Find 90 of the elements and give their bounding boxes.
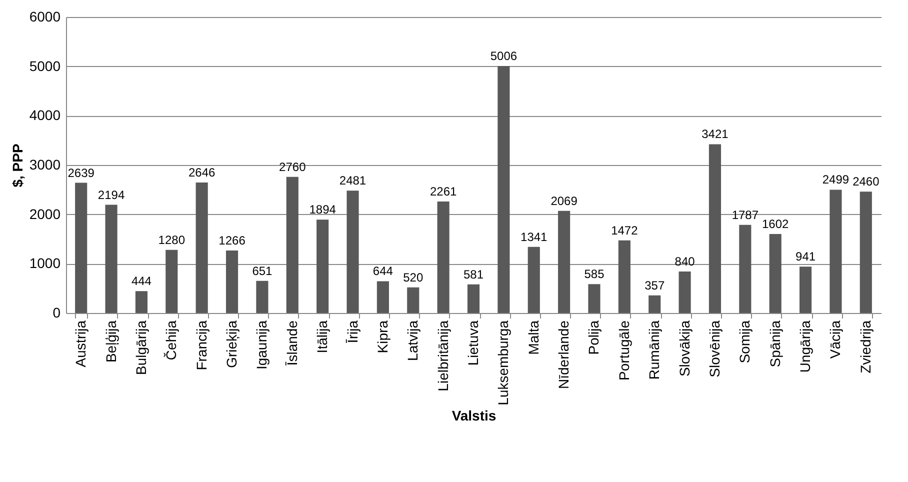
y-tick-label: 4000 xyxy=(29,107,61,124)
x-axis-title: Valstis xyxy=(452,407,496,424)
x-tick-label: Īslande xyxy=(284,320,300,366)
bar xyxy=(105,204,118,313)
data-label: 1266 xyxy=(218,234,246,248)
x-tick-label: Kipra xyxy=(374,320,390,354)
x-tick-label: Spānija xyxy=(766,320,783,368)
data-label: 2261 xyxy=(430,184,457,198)
data-label: 581 xyxy=(463,267,484,282)
x-tick-label: Igaunija xyxy=(254,320,270,370)
data-label: 1602 xyxy=(762,216,790,231)
x-tick-label: Lietuva xyxy=(465,320,481,366)
data-label: 2760 xyxy=(279,160,306,174)
y-tick-label: 6000 xyxy=(29,8,61,24)
y-tick-label: 2000 xyxy=(29,206,61,222)
x-tick-label: Rumānija xyxy=(646,320,662,380)
x-tick-label: Portugāle xyxy=(616,320,632,380)
x-tick-label: Čehija xyxy=(163,320,180,360)
x-tick-label: Francija xyxy=(193,320,210,370)
data-label: 1280 xyxy=(158,232,186,247)
bar xyxy=(407,287,420,313)
x-tick-label: Beļģija xyxy=(102,320,119,363)
bar xyxy=(588,284,600,313)
data-label: 2639 xyxy=(68,166,95,180)
x-tick-label: Ungārija xyxy=(797,320,814,373)
bar xyxy=(135,291,148,313)
bar xyxy=(346,190,359,313)
data-label: 585 xyxy=(584,267,605,282)
bar xyxy=(678,272,691,313)
data-label: 2646 xyxy=(188,165,216,180)
x-tick-label: Latvija xyxy=(404,320,421,361)
data-label: 1472 xyxy=(611,223,638,238)
x-tick-label: Vācija xyxy=(827,320,844,359)
bar xyxy=(467,284,480,313)
y-tick-label: 0 xyxy=(52,304,61,320)
x-tick-label: Somija xyxy=(736,320,753,364)
data-label: 520 xyxy=(403,270,424,284)
x-tick-label: Slovākija xyxy=(676,320,692,377)
bar xyxy=(316,220,329,313)
data-label: 651 xyxy=(252,264,273,278)
bar xyxy=(860,192,872,313)
x-tick-label: Grieķija xyxy=(224,320,240,368)
x-tick-label: Zviedrija xyxy=(857,320,874,374)
data-label: 1341 xyxy=(520,230,548,244)
data-label: 644 xyxy=(372,264,394,278)
x-tick-label: Nīderlande xyxy=(556,320,572,389)
bar xyxy=(226,250,238,313)
x-tick-label: Bulgārija xyxy=(132,320,149,375)
data-label: 2499 xyxy=(822,172,850,187)
bar xyxy=(498,66,510,313)
bar xyxy=(708,144,722,313)
bar xyxy=(166,250,178,313)
bar xyxy=(196,182,208,313)
x-tick-label: Polija xyxy=(586,320,602,355)
bar xyxy=(75,182,88,313)
bar xyxy=(830,190,842,313)
bar xyxy=(528,246,540,313)
bar xyxy=(618,240,630,313)
y-tick-label: 3000 xyxy=(29,156,61,172)
x-tick-label: Itālija xyxy=(314,320,330,354)
x-tick-label: Lielbritānija xyxy=(434,320,451,392)
data-label: 357 xyxy=(644,278,665,292)
data-label: 2069 xyxy=(550,194,578,208)
x-tick-label: Luksemburga xyxy=(495,320,512,406)
bar xyxy=(437,201,450,313)
bar xyxy=(739,224,752,313)
data-label: 2194 xyxy=(98,188,125,202)
y-tick-label: 1000 xyxy=(29,255,61,272)
data-label: 941 xyxy=(796,250,816,264)
data-label: 1787 xyxy=(732,208,759,222)
data-label: 1894 xyxy=(309,202,336,217)
x-tick-label: Īrija xyxy=(344,320,360,344)
bar xyxy=(648,295,661,313)
bar xyxy=(769,234,782,313)
data-label: 840 xyxy=(674,254,696,269)
data-label: 5006 xyxy=(490,49,518,64)
data-label: 3421 xyxy=(702,127,729,142)
data-label: 2481 xyxy=(339,174,366,188)
bar xyxy=(286,176,298,313)
bar xyxy=(376,281,389,313)
bar xyxy=(256,280,268,313)
data-label: 444 xyxy=(131,274,152,288)
bar xyxy=(558,210,570,313)
x-tick-label: Malta xyxy=(525,320,542,355)
y-axis-title: $, PPP xyxy=(9,144,26,188)
x-tick-label: Austrija xyxy=(72,320,89,368)
bar xyxy=(800,266,812,313)
data-label: 2460 xyxy=(852,174,880,189)
x-tick-label: Slovēnija xyxy=(706,320,722,378)
y-tick-label: 5000 xyxy=(29,58,61,74)
